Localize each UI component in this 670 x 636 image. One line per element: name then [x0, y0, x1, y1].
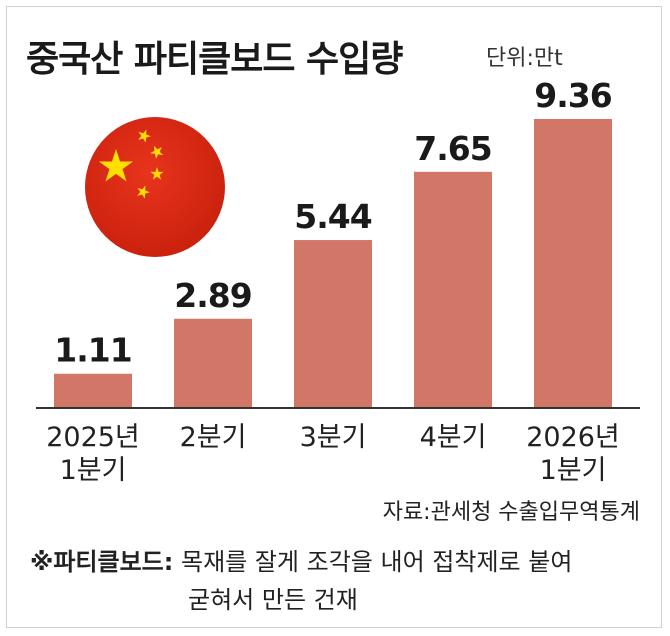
- bar-5: [534, 119, 612, 408]
- unit-label: 단위:만t: [486, 46, 563, 71]
- category-label-3-1: 3분기: [300, 422, 367, 453]
- value-label-2: 2.89: [174, 276, 251, 315]
- note-line-2: 굳혀서 만든 건재: [188, 586, 358, 614]
- category-label-1-1: 2025년: [46, 422, 140, 453]
- category-label-4-1: 4분기: [420, 422, 487, 453]
- chart-title: 중국산 파티클보드 수입량: [26, 39, 403, 80]
- category-label-5-2: 1분기: [540, 455, 607, 486]
- category-label-1-2: 1분기: [60, 455, 127, 486]
- bar-4: [414, 171, 492, 408]
- value-label-1: 1.11: [54, 331, 131, 370]
- category-label-5-1: 2026년: [526, 422, 620, 453]
- source-text: 자료:관세청 수출입무역통계: [382, 500, 640, 525]
- china-flag-icon: [85, 117, 225, 257]
- note-line-1: 목재를 잘게 조각을 내어 접착제로 붙여: [180, 548, 573, 576]
- category-label-2-1: 2분기: [180, 422, 247, 453]
- value-label-5: 9.36: [534, 76, 611, 115]
- bar-3: [294, 240, 372, 408]
- note-term: 파티클보드:: [53, 548, 174, 576]
- bar-2: [174, 318, 252, 408]
- note-mark: ※: [30, 548, 54, 576]
- value-label-3: 5.44: [294, 197, 371, 236]
- chart-frame: [6, 6, 662, 628]
- value-label-4: 7.65: [414, 129, 491, 168]
- bar-1: [54, 373, 132, 408]
- footnote: ※파티클보드: 목재를 잘게 조각을 내어 접착제로 붙여 굳혀서 만든 건재: [30, 543, 650, 619]
